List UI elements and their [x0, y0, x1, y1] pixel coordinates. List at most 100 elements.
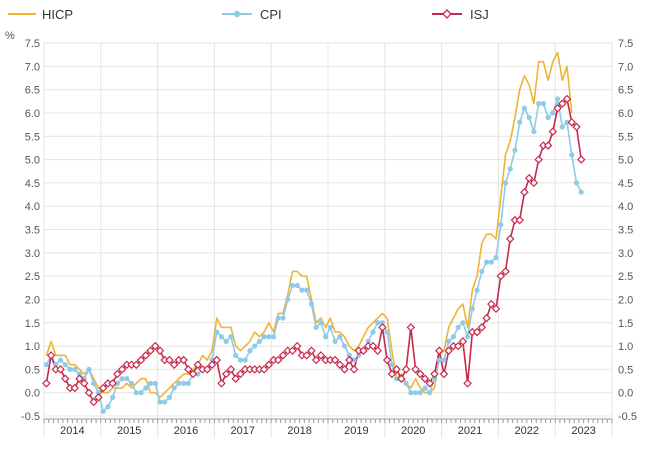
y-tick-label-right: 1.0	[618, 341, 633, 353]
data-point-cpi	[247, 348, 253, 354]
data-point-cpi	[517, 119, 523, 125]
data-point-isj	[416, 369, 425, 379]
data-point-isj	[359, 346, 368, 355]
data-point-cpi	[119, 376, 125, 382]
data-point-cpi	[299, 287, 305, 293]
data-point-isj	[288, 346, 297, 355]
data-point-cpi	[171, 385, 177, 391]
data-point-cpi	[128, 380, 135, 386]
data-point-isj	[259, 365, 269, 374]
y-tick-label-right: 0.5	[618, 364, 633, 376]
data-point-isj	[482, 313, 491, 323]
data-point-isj	[188, 369, 198, 379]
data-point-cpi	[455, 324, 461, 331]
data-point-cpi	[86, 366, 92, 372]
y-axis-left: 7.5 7.0 6.5 6.0 5.5 5.0 4.5 4.0 3.5 3.0 2.5 2.0 1.5 1…	[21, 38, 40, 423]
data-point-cpi	[332, 338, 338, 344]
data-point-isj	[548, 127, 558, 136]
y-tick-label-left: -0.5	[21, 411, 40, 423]
data-point-cpi	[412, 390, 419, 396]
data-point-cpi	[323, 334, 329, 340]
x-year-label: 2016	[174, 425, 198, 437]
legend-label-hicp: HICP	[42, 7, 73, 22]
data-point-cpi	[341, 343, 348, 349]
data-point-isj	[84, 388, 94, 397]
data-point-isj	[387, 369, 397, 379]
data-point-isj	[203, 365, 212, 374]
data-point-cpi	[53, 362, 59, 368]
series-markers	[42, 94, 586, 414]
data-point-isj	[132, 360, 141, 369]
data-point-isj	[75, 374, 84, 383]
data-point-isj	[335, 360, 345, 369]
data-point-cpi	[483, 259, 490, 265]
data-point-cpi	[91, 380, 97, 386]
data-point-cpi	[450, 334, 457, 340]
data-point-isj	[169, 360, 179, 369]
y-tick-label-left: 3.5	[25, 225, 40, 237]
data-point-isj	[453, 341, 463, 351]
data-point-cpi	[261, 334, 267, 340]
data-point-cpi	[422, 385, 428, 391]
data-point-cpi	[493, 254, 499, 261]
y-tick-label-left: 4.5	[25, 178, 40, 190]
data-point-isj	[558, 99, 567, 108]
data-point-cpi	[441, 357, 447, 363]
data-point-cpi	[465, 334, 471, 340]
y-tick-label-right: 5.5	[618, 131, 633, 143]
data-point-isj	[487, 299, 496, 309]
data-point-isj	[302, 351, 311, 360]
data-point-isj	[146, 346, 155, 355]
data-point-cpi	[313, 324, 319, 331]
x-year-label: 2020	[401, 425, 425, 437]
data-point-isj	[56, 365, 65, 374]
data-point-isj	[179, 355, 188, 365]
data-point-isj	[340, 365, 349, 374]
data-point-isj	[311, 355, 321, 365]
x-year-label: 2018	[287, 425, 311, 437]
data-point-isj	[94, 393, 103, 402]
data-point-cpi	[379, 320, 386, 326]
y-tick-label-left: 7.0	[25, 61, 40, 73]
y-tick-label-left: 5.5	[25, 131, 40, 143]
data-point-isj	[264, 360, 274, 369]
data-point-cpi	[304, 287, 310, 293]
data-point-isj	[572, 122, 581, 132]
data-point-cpi	[294, 282, 300, 289]
data-point-cpi	[124, 376, 130, 382]
data-point-cpi	[285, 296, 291, 303]
x-year-label: 2015	[117, 425, 141, 437]
data-point-cpi	[157, 399, 163, 405]
x-axis: 2014 2015 2016 2017 2018 2019 2020 2021 2022 2023	[43, 418, 613, 437]
data-point-isj	[155, 346, 165, 355]
data-point-cpi	[337, 334, 343, 340]
data-point-isj	[89, 397, 98, 407]
data-point-cpi	[57, 357, 64, 363]
legend-label-cpi: CPI	[260, 7, 282, 22]
y-tick-label-right: 4.5	[618, 178, 633, 190]
data-point-isj	[373, 346, 382, 355]
data-point-cpi	[242, 357, 248, 363]
data-point-isj	[496, 271, 506, 281]
legend-marker-isj	[442, 9, 452, 19]
data-point-isj	[113, 369, 122, 379]
data-point-cpi	[81, 376, 87, 382]
y-tick-label-right: 2.0	[618, 294, 633, 306]
legend-item-isj[interactable]: ISJ	[432, 7, 489, 22]
data-point-cpi	[176, 380, 182, 386]
y-tick-label-right: 1.5	[618, 318, 633, 330]
y-tick-label-left: 4.0	[25, 201, 40, 213]
data-point-cpi	[218, 334, 225, 340]
data-point-isj	[524, 173, 534, 183]
data-point-isj	[226, 365, 236, 374]
y-tick-label-left: 1.5	[25, 318, 40, 330]
legend-item-hicp[interactable]: HICP	[8, 7, 73, 22]
data-point-isj	[406, 323, 416, 332]
data-point-cpi	[564, 119, 570, 125]
data-point-cpi	[114, 380, 120, 386]
data-point-cpi	[427, 390, 433, 396]
legend-item-cpi[interactable]: CPI	[222, 7, 282, 22]
data-point-cpi	[327, 324, 333, 331]
data-point-isj	[207, 360, 217, 369]
